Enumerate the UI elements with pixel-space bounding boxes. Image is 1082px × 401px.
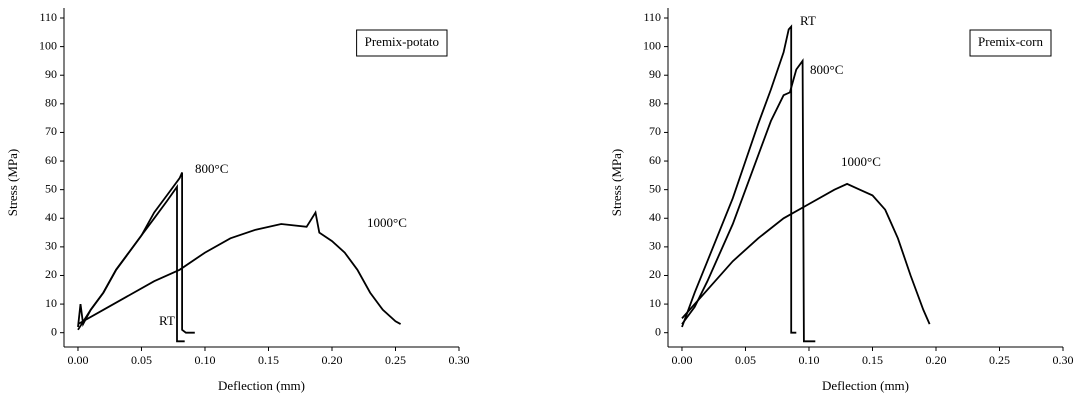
x-tick-label: 0.30 [1053, 353, 1074, 367]
x-axis-label: Deflection (mm) [218, 378, 305, 393]
series-line [77, 172, 195, 334]
annotation-box [969, 29, 1052, 57]
y-tick-label: 40 [45, 210, 57, 224]
x-tick-label: 0.10 [194, 353, 215, 367]
x-tick-label: 0.25 [385, 353, 406, 367]
x-tick-label: 0.00 [67, 353, 88, 367]
series-label: 1000°C [367, 215, 407, 230]
x-tick-label: 0.05 [735, 353, 756, 367]
series-line [77, 210, 402, 325]
y-tick-label: 10 [45, 296, 57, 310]
y-tick-label: 30 [649, 239, 661, 253]
chart-panel: 0 10 20 30 40 50 60 70 80 90 100 110 0.00 0.05 0.10 0.1… [5, 8, 470, 393]
y-axis-label: Stress (MPa) [609, 149, 624, 217]
x-tick-label: 0.15 [862, 353, 883, 367]
y-tick-label: 40 [649, 210, 661, 224]
y-tick-label: 110 [39, 10, 57, 24]
y-tick-label: 50 [649, 181, 661, 195]
x-axis-label: Deflection (mm) [822, 378, 909, 393]
series-label: RT [800, 13, 816, 28]
y-tick-label: 10 [649, 296, 661, 310]
y-tick-label: 70 [649, 124, 661, 138]
series-label: 800°C [195, 161, 228, 176]
y-tick-label: 90 [649, 67, 661, 81]
series-label: 1000°C [841, 154, 881, 169]
series-label: 800°C [810, 62, 843, 77]
y-tick-label: 90 [45, 67, 57, 81]
y-tick-label: 20 [45, 267, 57, 281]
series-line [681, 24, 797, 334]
y-tick-label: 50 [45, 181, 57, 195]
y-tick-label: 110 [643, 10, 661, 24]
x-tick-label: 0.30 [449, 353, 470, 367]
y-tick-label: 80 [45, 96, 57, 110]
series-line [681, 182, 931, 325]
y-tick-label: 20 [649, 267, 661, 281]
y-tick-label: 0 [655, 324, 661, 338]
annotation-box [356, 29, 448, 57]
x-tick-label: 0.20 [321, 353, 342, 367]
y-axis-label: Stress (MPa) [5, 149, 20, 217]
y-tick-label: 100 [643, 38, 661, 52]
y-tick-label: 70 [45, 124, 57, 138]
y-tick-label: 60 [649, 153, 661, 167]
x-tick-label: 0.20 [925, 353, 946, 367]
series-line [681, 58, 816, 343]
x-tick-label: 0.15 [258, 353, 279, 367]
x-tick-label: 0.05 [131, 353, 152, 367]
x-tick-label: 0.25 [989, 353, 1010, 367]
annotation: Premix-potato [365, 34, 439, 49]
y-tick-label: 100 [39, 38, 57, 52]
annotation: Premix-corn [978, 34, 1043, 49]
chart-panel: 0 10 20 30 40 50 60 70 80 90 100 110 0.00 0.05 0.10 0.1… [609, 8, 1074, 393]
series-label: RT [159, 313, 175, 328]
y-tick-label: 60 [45, 153, 57, 167]
y-tick-label: 0 [51, 324, 57, 338]
y-tick-label: 80 [649, 96, 661, 110]
y-tick-label: 30 [45, 239, 57, 253]
x-tick-label: 0.00 [671, 353, 692, 367]
x-tick-label: 0.10 [798, 353, 819, 367]
